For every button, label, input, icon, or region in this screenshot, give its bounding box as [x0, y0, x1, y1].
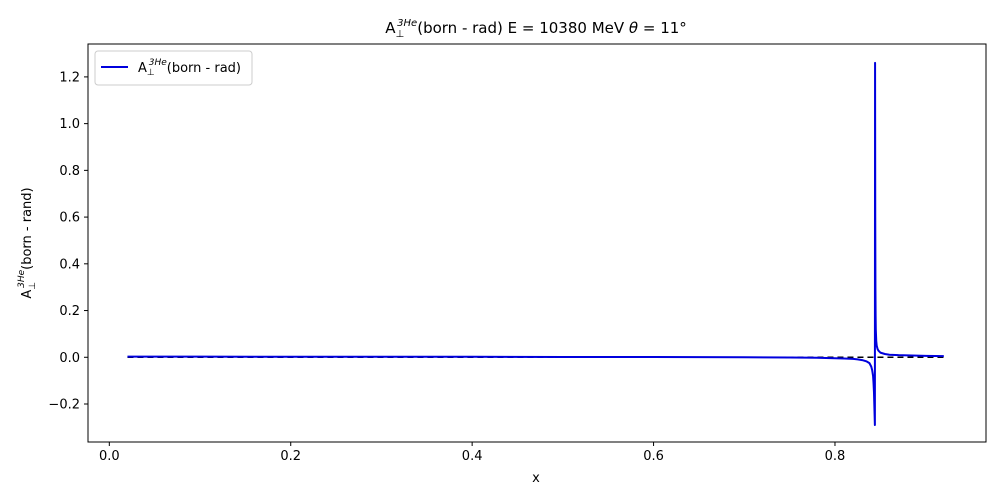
- title-sub: ⊥: [395, 29, 404, 40]
- plot-area: [127, 61, 944, 427]
- title-sup: 3He: [397, 18, 417, 29]
- title-base: A: [385, 19, 396, 37]
- title-angle: = 11°: [638, 19, 687, 37]
- y-tick-label: 0.6: [59, 211, 80, 226]
- x-tick-label: 0.6: [643, 449, 664, 464]
- y-tick-label: 0.0: [59, 351, 80, 366]
- legend: A⊥3He(born - rad): [94, 50, 253, 86]
- y-tick-label: 1.0: [59, 117, 80, 132]
- ylabel-sup: 3He: [17, 269, 27, 287]
- plot-frame: [87, 43, 987, 443]
- x-axis: 0.0 0.2 0.4 0.6 0.8: [99, 442, 845, 464]
- y-axis: −0.2 0.0 0.2 0.4 0.6 0.8 1.0 1.2: [48, 70, 88, 413]
- chart-title: A⊥3He(born - rad) E = 10380 MeV θ = 11°: [385, 18, 687, 40]
- y-axis-label: A⊥3He(born - rand): [17, 187, 38, 298]
- ylabel-sub: ⊥: [28, 282, 38, 290]
- ylabel-base: A: [20, 290, 35, 299]
- legend-sub: ⊥: [147, 68, 155, 78]
- legend-box: [94, 50, 253, 86]
- title-theta: θ: [629, 19, 638, 37]
- legend-base: A: [138, 61, 147, 76]
- x-tick-label: 0.8: [825, 449, 846, 464]
- y-tick-label: 0.4: [59, 257, 80, 272]
- x-tick-label: 0.0: [99, 449, 120, 464]
- legend-label: A⊥3He(born - rad): [138, 58, 241, 78]
- y-tick-label: 1.2: [59, 70, 80, 85]
- legend-rest: (born - rad): [167, 61, 241, 76]
- x-tick-label: 0.4: [462, 449, 483, 464]
- ylabel-rest: (born - rand): [20, 187, 35, 269]
- x-axis-label: x: [532, 471, 540, 486]
- title-rest: (born - rad) E = 10380 MeV: [417, 19, 629, 37]
- y-tick-label: −0.2: [48, 398, 80, 413]
- y-tick-label: 0.2: [59, 304, 80, 319]
- legend-sup: 3He: [149, 58, 167, 68]
- series-line: [127, 61, 944, 427]
- x-tick-label: 0.2: [280, 449, 301, 464]
- y-tick-label: 0.8: [59, 164, 80, 179]
